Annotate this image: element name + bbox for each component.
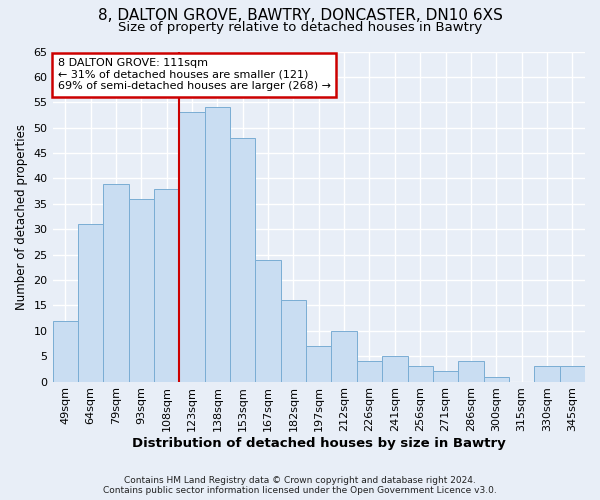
Text: 8 DALTON GROVE: 111sqm
← 31% of detached houses are smaller (121)
69% of semi-de: 8 DALTON GROVE: 111sqm ← 31% of detached… (58, 58, 331, 92)
Bar (407, 366, 433, 382)
Bar (534, 366, 560, 382)
Bar (205, 108, 230, 382)
Bar (560, 366, 585, 382)
Bar (256, 260, 281, 382)
Bar (103, 184, 128, 382)
Text: Size of property relative to detached houses in Bawtry: Size of property relative to detached ho… (118, 21, 482, 34)
Bar (78, 224, 103, 382)
Bar (281, 300, 306, 382)
Bar (484, 376, 509, 382)
Bar (128, 199, 154, 382)
Text: Contains HM Land Registry data © Crown copyright and database right 2024.
Contai: Contains HM Land Registry data © Crown c… (103, 476, 497, 495)
Bar (382, 356, 407, 382)
Bar (179, 112, 205, 382)
X-axis label: Distribution of detached houses by size in Bawtry: Distribution of detached houses by size … (132, 437, 506, 450)
Y-axis label: Number of detached properties: Number of detached properties (15, 124, 28, 310)
Bar (331, 331, 357, 382)
Bar (154, 188, 179, 382)
Text: 8, DALTON GROVE, BAWTRY, DONCASTER, DN10 6XS: 8, DALTON GROVE, BAWTRY, DONCASTER, DN10… (98, 8, 502, 22)
Bar (53, 320, 78, 382)
Bar (230, 138, 256, 382)
Bar (306, 346, 331, 382)
Bar (433, 372, 458, 382)
Bar (357, 362, 382, 382)
Bar (458, 362, 484, 382)
